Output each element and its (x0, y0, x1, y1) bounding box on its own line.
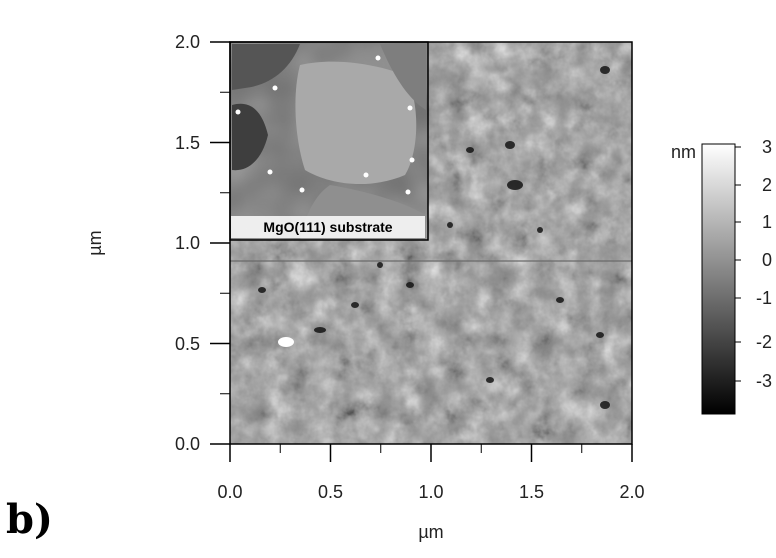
colorbar-tick: -1 (756, 288, 772, 308)
y-tick-label: 1.5 (175, 133, 200, 153)
inset-label-bg (231, 216, 425, 238)
colorbar-tick: 1 (762, 212, 772, 232)
x-tick-label: 2.0 (619, 482, 644, 502)
panel-label: b) (6, 496, 53, 543)
colorbar-tick: -2 (756, 332, 772, 352)
colorbar-gradient (701, 143, 736, 415)
bright-particle (278, 337, 294, 347)
y-tick-label: 2.0 (175, 32, 200, 52)
y-axis: 0.0 0.5 1.0 1.5 2.0 µm (85, 32, 230, 454)
x-axis: 0.0 0.5 1.0 1.5 2.0 µm (217, 444, 645, 542)
x-tick-label: 1.0 (418, 482, 443, 502)
colorbar-tick: 0 (762, 250, 772, 270)
y-tick-label: 0.5 (175, 334, 200, 354)
x-tick-label: 0.0 (217, 482, 242, 502)
y-axis-label: µm (85, 230, 105, 255)
colorbar-tick: 3 (762, 137, 772, 157)
surface-pits (258, 66, 610, 409)
inset-image: MgO(111) substrate (229, 41, 429, 241)
colorbar-tick: -3 (756, 371, 772, 391)
y-tick-label: 0.0 (175, 434, 200, 454)
inset-label: MgO(111) substrate (263, 219, 392, 235)
x-tick-label: 0.5 (318, 482, 343, 502)
colorbar-tick: 2 (762, 175, 772, 195)
inset-bright-spots (235, 55, 415, 195)
x-tick-label: 1.5 (519, 482, 544, 502)
colorbar-unit: nm (671, 142, 696, 162)
y-tick-label: 1.0 (175, 233, 200, 253)
x-axis-label: µm (418, 522, 443, 542)
colorbar: nm 3 2 1 0 -1 -2 -3 (671, 137, 772, 415)
